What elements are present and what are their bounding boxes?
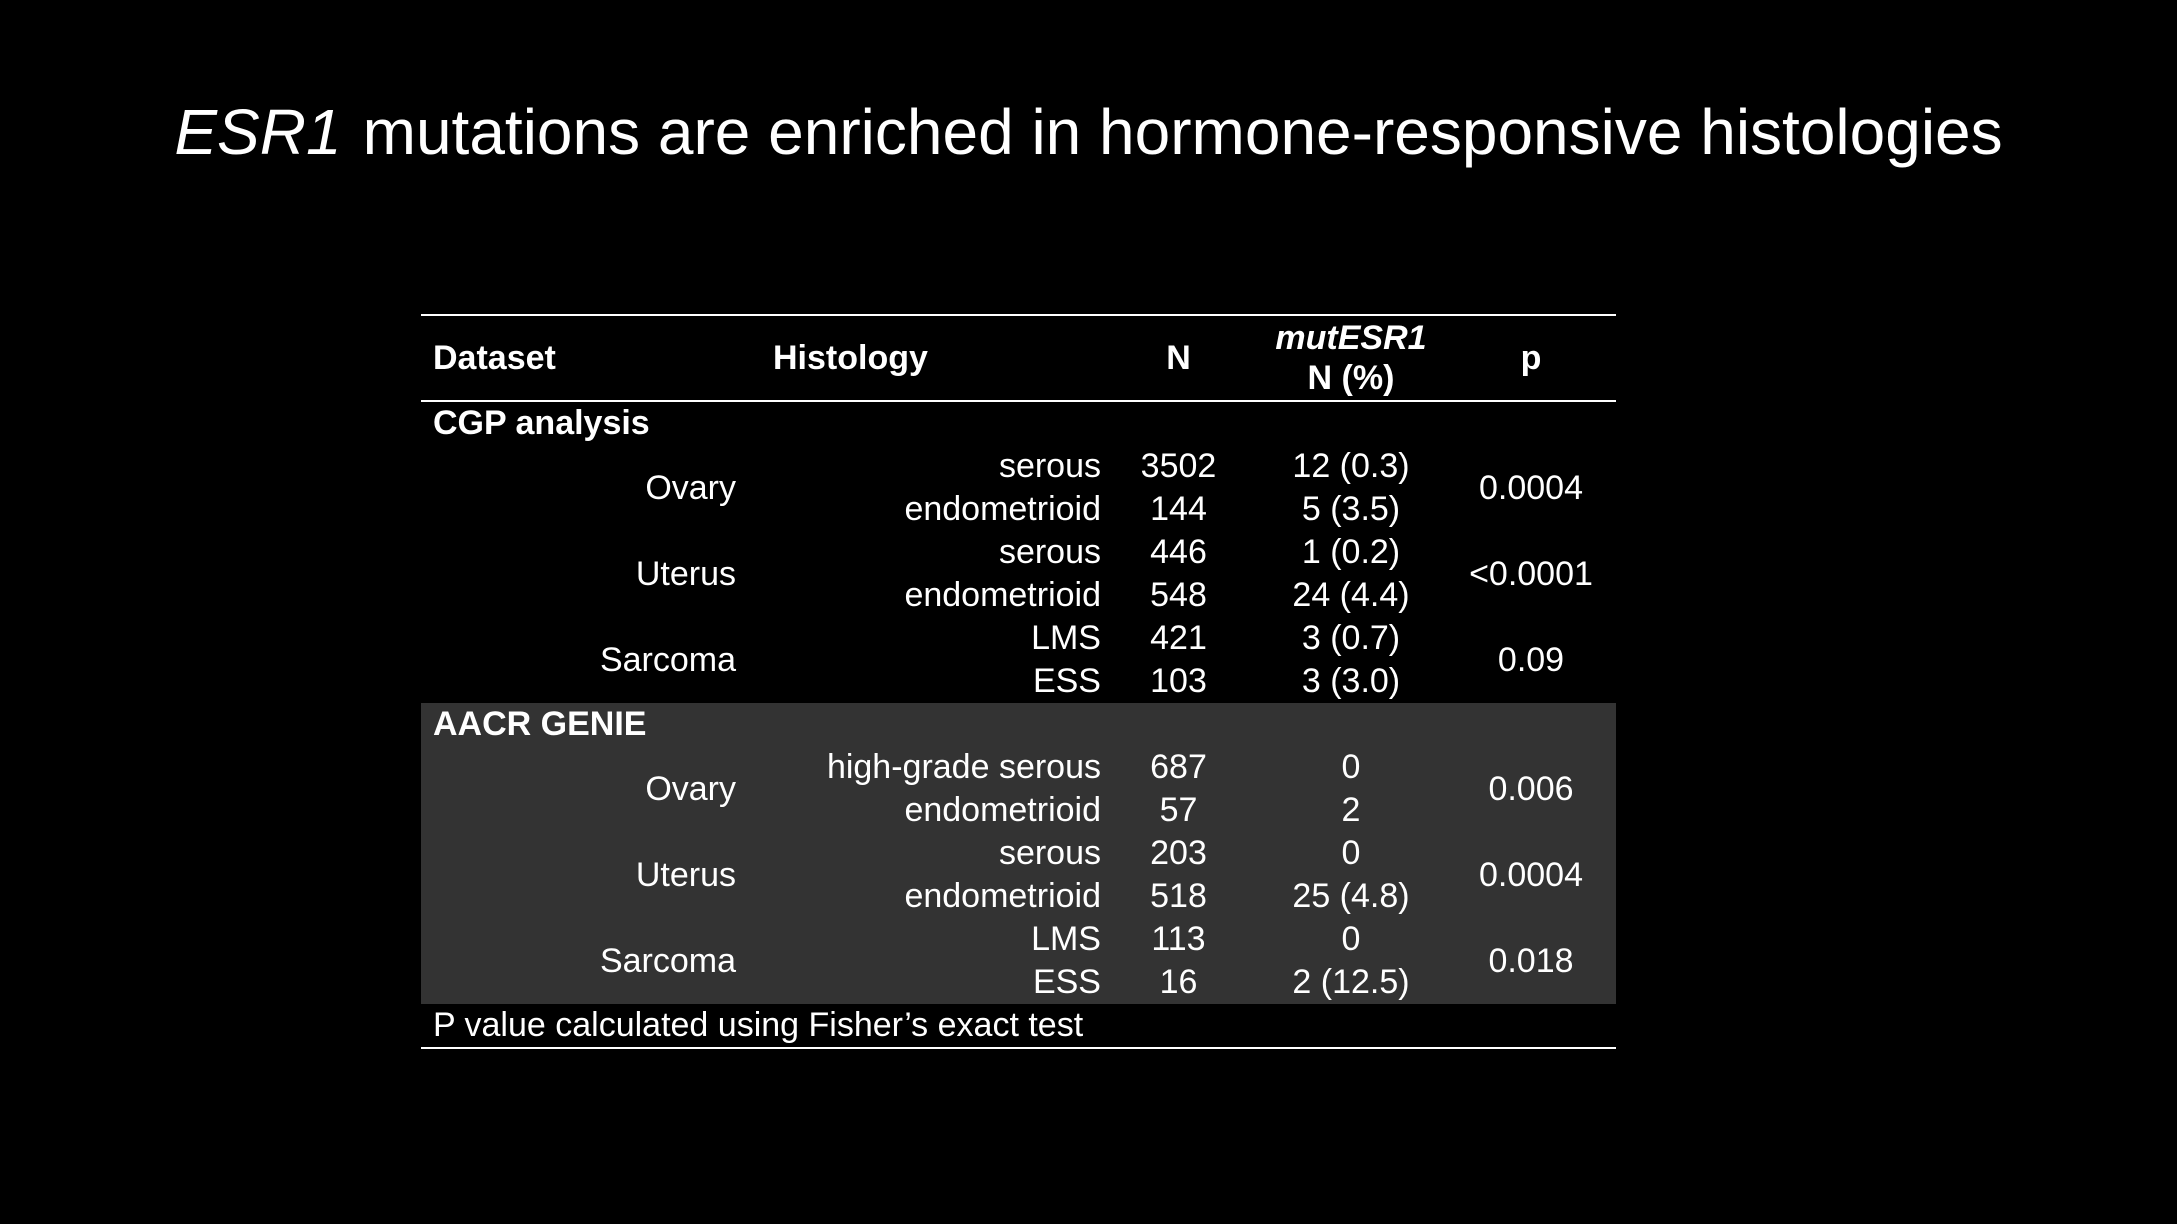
mut-cell: 0 [1256,918,1446,961]
header-histology: Histology [773,339,928,377]
n-cell: 103 [1150,662,1207,700]
header-mut-line1: mutESR1 [1275,319,1427,357]
footnote-row: P value calculated using Fisher’s exact … [421,1004,1616,1048]
n-cell: 113 [1101,918,1256,961]
mut-cell: 2 [1256,789,1446,832]
mut-cell: 12 (0.3) [1292,447,1410,485]
p-value-cell: 0.0004 [1479,468,1583,507]
title-gene: ESR1 [174,96,342,168]
site-cell: Uterus [635,554,736,593]
table-row: endometrioid 548 24 (4.4) [421,574,1616,617]
site-cell: Ovary [421,746,761,832]
n-cell: 3502 [1140,447,1217,485]
histology-cell: ESS [761,961,1101,1004]
n-cell: 518 [1101,875,1256,918]
table-row: Uterus serous 446 1 (0.2) <0.0001 [421,531,1616,593]
n-cell: 421 [1150,619,1207,657]
title-text: mutations are enriched in hormone-respon… [362,96,2003,168]
section-title-row: CGP analysis [421,401,1616,445]
header-mut-line2: N (%) [1307,359,1395,397]
table-header-row: Dataset Histology N mutESR1 N (%) p [421,315,1616,401]
mut-cell: 2 (12.5) [1256,961,1446,1004]
mut-cell: 24 (4.4) [1292,576,1410,614]
slide-title: ESR1 mutations are enriched in hormone-re… [0,88,2177,176]
histology-cell: endometrioid [761,875,1101,918]
p-value-cell: 0.018 [1446,918,1616,1004]
section-title: CGP analysis [433,404,650,442]
n-cell: 446 [1150,533,1207,571]
site-cell: Uterus [421,832,761,918]
histology-cell: endometrioid [761,789,1101,832]
histology-cell: serous [761,832,1101,875]
histology-cell: high-grade serous [761,746,1101,789]
site-cell: Sarcoma [421,918,761,1004]
table-row: ESS 16 2 (12.5) [421,961,1616,1004]
header-p: p [1520,339,1542,377]
p-value-cell: <0.0001 [1469,554,1593,593]
histology-cell: LMS [1031,619,1101,657]
table-row: Sarcoma LMS 113 0 0.018 [421,918,1616,1004]
n-cell: 16 [1101,961,1256,1004]
site-cell: Sarcoma [599,640,736,679]
table-row: Sarcoma LMS 421 3 (0.7) 0.09 [421,617,1616,679]
esr1-mutation-table: Dataset Histology N mutESR1 N (%) p CGP … [421,314,1616,1049]
mut-cell: 0 [1256,832,1446,875]
section-title: AACR GENIE [421,703,1616,746]
p-value-cell: 0.006 [1446,746,1616,832]
histology-cell: ESS [1032,662,1101,700]
header-n: N [1166,339,1191,377]
histology-cell: endometrioid [904,576,1101,614]
p-value-cell: 0.09 [1497,640,1565,679]
histology-cell: LMS [761,918,1101,961]
site-cell: Ovary [645,468,736,507]
n-cell: 57 [1101,789,1256,832]
n-cell: 687 [1101,746,1256,789]
table-row: Ovary high-grade serous 687 0 0.006 [421,746,1616,832]
table-row: ESS 103 3 (3.0) [421,660,1616,703]
mut-cell: 3 (3.0) [1301,662,1401,700]
section-cgp: CGP analysis Ovary serous 3502 12 (0.3) … [421,401,1616,703]
n-cell: 144 [1150,490,1207,528]
histology-cell: serous [998,533,1101,571]
mut-cell: 0 [1256,746,1446,789]
p-value-cell: 0.0004 [1446,832,1616,918]
mut-cell: 1 (0.2) [1301,533,1401,571]
table-row: endometrioid 518 25 (4.8) [421,875,1616,918]
n-cell: 203 [1101,832,1256,875]
mut-cell: 3 (0.7) [1301,619,1401,657]
histology-cell: serous [998,447,1101,485]
mut-cell: 25 (4.8) [1256,875,1446,918]
n-cell: 548 [1150,576,1207,614]
header-dataset: Dataset [433,339,556,377]
mut-cell: 5 (3.5) [1301,490,1401,528]
histology-cell: endometrioid [904,490,1101,528]
table-row: endometrioid 144 5 (3.5) [421,488,1616,531]
table-row: Uterus serous 203 0 0.0004 [421,832,1616,918]
table-row: endometrioid 57 2 [421,789,1616,832]
section-title-row: AACR GENIE [421,703,1616,746]
table-row: Ovary serous 3502 12 (0.3) 0.0004 [421,445,1616,507]
section-aacr-genie: AACR GENIE Ovary high-grade serous 687 0… [421,703,1616,1004]
header-mut-esr1: mutESR1 N (%) [1256,315,1446,401]
table-footnote: P value calculated using Fisher’s exact … [433,1006,1084,1044]
